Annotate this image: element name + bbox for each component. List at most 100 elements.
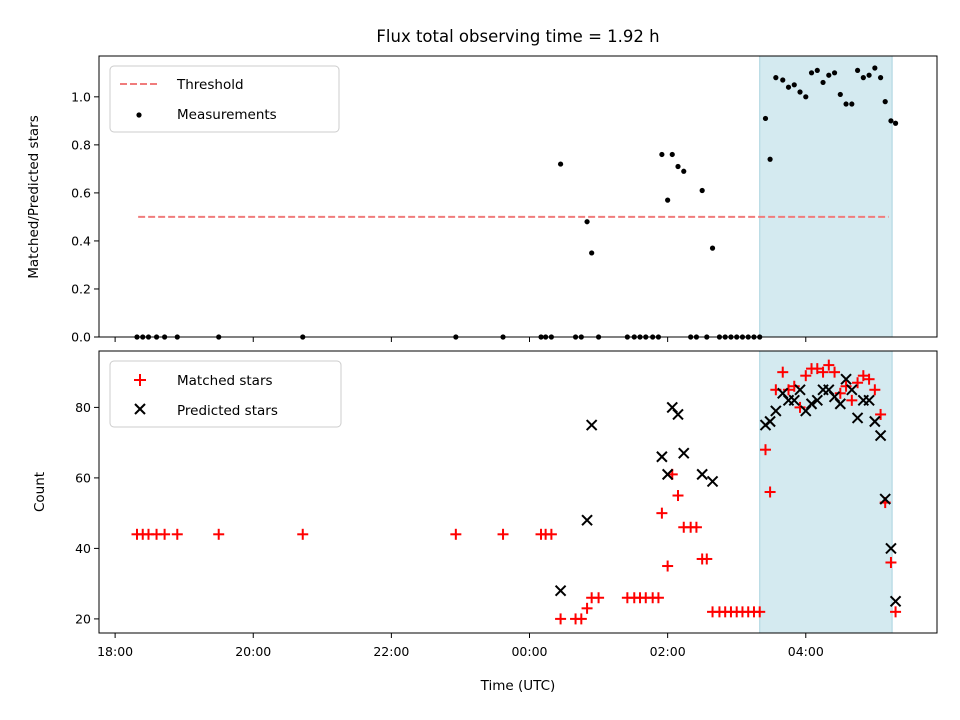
top-legend: Threshold Measurements — [109, 65, 340, 133]
matched-star-point — [823, 359, 835, 371]
measurement-point — [837, 91, 843, 98]
bottom-x-tick-label: 18:00 — [97, 644, 133, 659]
predicted-star-point — [706, 475, 719, 488]
measurement-point — [820, 79, 826, 86]
measurement-point — [762, 115, 769, 122]
matched-star-point — [811, 363, 823, 375]
legend-threshold-label: Threshold — [176, 77, 244, 93]
predicted-star-point — [672, 408, 684, 421]
bottom-axes-frame — [98, 350, 938, 634]
matched-star-point — [852, 377, 864, 389]
measurement-point — [892, 120, 899, 126]
predicted-star-point — [851, 412, 864, 424]
bottom-x-tick-label: 22:00 — [373, 644, 409, 659]
matched-star-point — [159, 528, 171, 540]
bottom-y-tick-label: 80 — [75, 400, 91, 415]
matched-star-point — [545, 528, 557, 540]
predicted-star-point — [678, 447, 690, 459]
matched-star-point — [672, 490, 684, 502]
measurement-point — [589, 250, 595, 256]
measurement-point — [882, 99, 888, 105]
bottom-x-tick-label: 00:00 — [511, 644, 547, 659]
legend-measurements-label: Measurements — [177, 107, 277, 123]
measurement-point — [854, 67, 861, 74]
measurement-point — [877, 75, 884, 81]
top-y-tick-label: 1.0 — [71, 89, 91, 104]
legend-matched-swatch — [134, 374, 146, 386]
measurement-point — [659, 151, 665, 158]
matched-star-point — [297, 528, 309, 540]
matched-star-point — [890, 606, 902, 618]
predicted-star-point — [764, 415, 776, 428]
bottom-data-layer — [131, 359, 902, 625]
matched-star-point — [662, 560, 674, 572]
matched-star-point — [840, 380, 852, 392]
predicted-star-point — [585, 419, 598, 431]
measurement-point — [780, 77, 786, 83]
measurement-point — [808, 70, 815, 76]
top-y-tick-label: 0.4 — [71, 233, 91, 248]
matched-star-point — [555, 613, 567, 625]
matched-star-point — [777, 366, 789, 378]
predicted-star-point — [696, 468, 708, 481]
matched-star-point — [857, 370, 869, 382]
measurement-point — [669, 151, 675, 158]
matched-star-point — [575, 613, 587, 625]
bottom-y-axis-label: Count — [32, 472, 48, 512]
top-y-tick-label: 0.8 — [71, 137, 91, 152]
measurement-point — [557, 161, 564, 167]
top-y-ticks: 0.0 0.2 0.4 0.6 0.8 1.0 — [71, 89, 99, 345]
legend-predicted-label: Predicted stars — [177, 403, 278, 419]
top-y-axis-label: Matched/Predicted stars — [26, 115, 42, 278]
legend-predicted-swatch — [134, 403, 146, 415]
measurement-point — [872, 65, 878, 71]
x-axis-label: Time (UTC) — [480, 678, 556, 694]
predicted-star-point — [794, 384, 806, 396]
matched-star-point — [885, 557, 897, 568]
predicted-star-point — [661, 468, 674, 481]
predicted-star-point — [834, 398, 847, 410]
predicted-star-point — [805, 398, 818, 410]
predicted-star-point — [879, 493, 891, 505]
matched-star-point — [829, 366, 841, 378]
measurement-point — [681, 168, 687, 174]
predicted-star-point — [874, 429, 887, 442]
matched-star-point — [863, 373, 875, 385]
bottom-x-ticks: 18:00 20:00 22:00 00:00 02:00 04:00 — [97, 633, 824, 659]
matched-star-point — [759, 444, 771, 456]
bottom-y-tick-label: 40 — [75, 541, 91, 556]
measurement-point — [814, 67, 820, 74]
matched-star-point — [788, 380, 800, 392]
matched-star-point — [701, 553, 713, 565]
matched-star-point — [450, 528, 462, 540]
predicted-star-point — [581, 514, 593, 526]
predicted-star-point — [840, 373, 852, 385]
matched-star-point — [846, 394, 858, 406]
chart-title: Flux total observing time = 1.92 h — [376, 27, 659, 46]
matched-star-point — [754, 606, 766, 618]
matched-star-point — [497, 528, 509, 540]
predicted-star-point — [889, 595, 902, 607]
top-legend-box — [109, 65, 340, 133]
legend-measurements-swatch — [136, 112, 142, 118]
bottom-legend-box — [109, 360, 342, 428]
bottom-x-tick-label: 20:00 — [235, 644, 271, 659]
top-axes-frame — [98, 55, 938, 338]
matched-star-point — [656, 507, 668, 519]
matched-star-point — [875, 408, 887, 420]
matched-star-point — [817, 366, 829, 378]
predicted-star-point — [656, 451, 668, 463]
matched-star-point — [869, 384, 881, 396]
matched-star-point — [652, 592, 664, 604]
measurement-point — [709, 245, 716, 251]
top-y-tick-label: 0.0 — [71, 330, 91, 345]
matched-star-point — [800, 370, 812, 382]
matched-star-point — [213, 528, 225, 540]
measurement-point — [843, 101, 849, 107]
predicted-star-point — [885, 542, 897, 555]
measurement-point — [675, 163, 681, 170]
top-y-tick-label: 0.6 — [71, 185, 91, 200]
measurement-point — [826, 72, 832, 78]
bottom-y-ticks: 20 40 60 80 — [75, 400, 99, 626]
